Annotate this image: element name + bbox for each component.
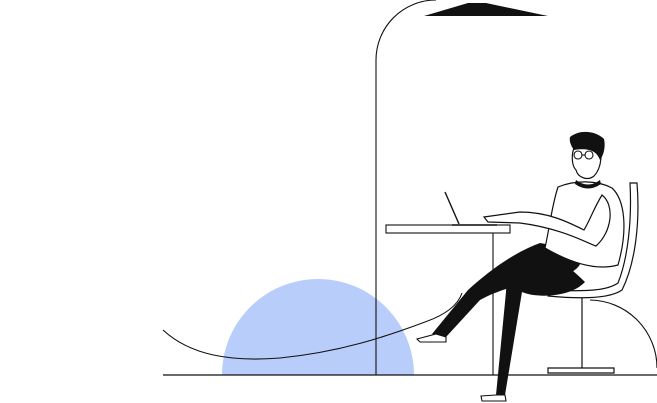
- laptop: [444, 191, 497, 226]
- person-collar: [575, 180, 601, 189]
- person-back-shoe: [480, 394, 507, 402]
- person-working-on-laptop: [415, 131, 625, 402]
- laptop-screen: [444, 191, 460, 225]
- blue-semicircle-decoration: [222, 279, 414, 375]
- person-front-leg: [432, 243, 582, 337]
- chair: [547, 182, 639, 374]
- chair-backrest: [547, 182, 639, 299]
- glasses-icon: [573, 150, 594, 160]
- ceiling-lamp: [424, 3, 548, 16]
- person-front-shoe: [415, 333, 447, 343]
- cable-line: [162, 292, 463, 360]
- chair-base-arc: [589, 299, 657, 369]
- chair-foot: [547, 367, 615, 374]
- table-top: [385, 224, 511, 234]
- arched-doorway: [375, 0, 437, 375]
- person-arm: [482, 194, 611, 247]
- person-hair: [569, 131, 605, 160]
